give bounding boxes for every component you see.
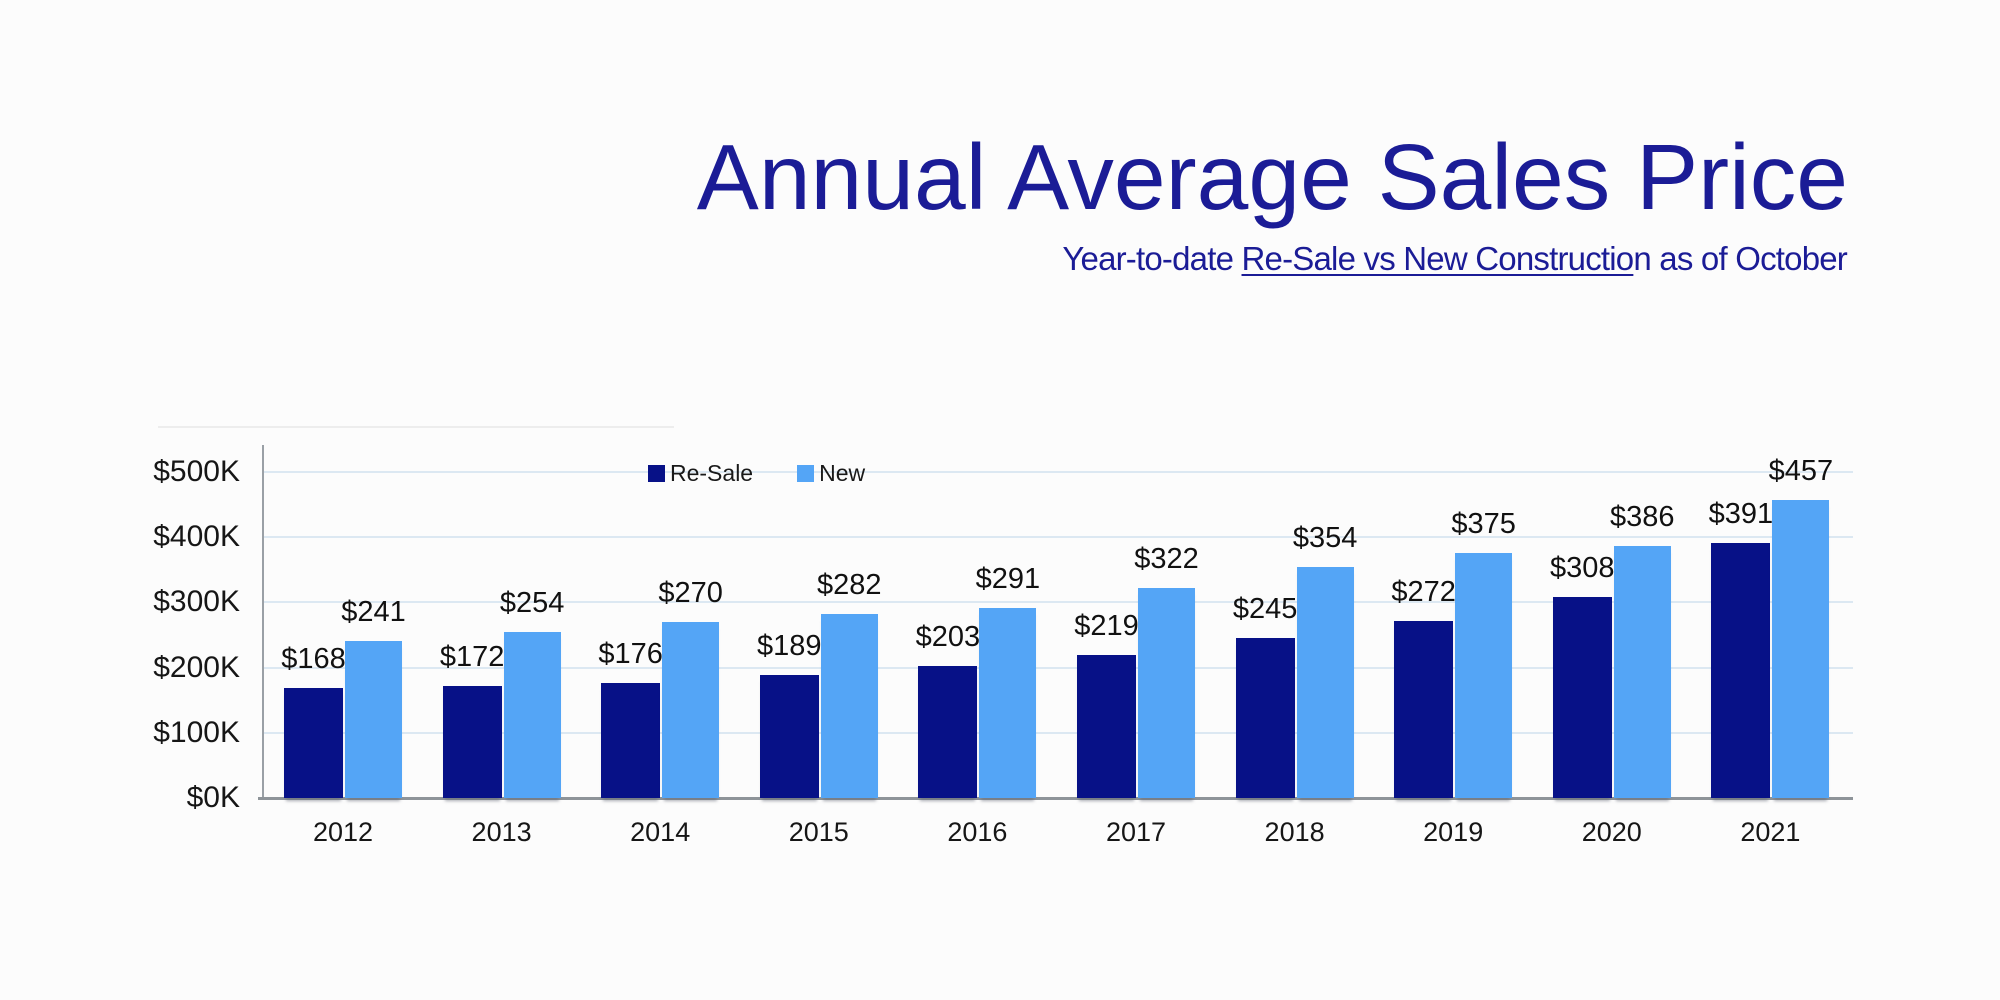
x-axis-tick-label: 2017: [1105, 817, 1167, 847]
bar-new-2012: [345, 641, 402, 798]
page-title: Annual Average Sales Price: [696, 125, 1848, 229]
gridline: [263, 666, 1853, 669]
bar-label-new-2016: $291: [975, 563, 1041, 595]
x-axis-tick-label: 2012: [312, 817, 374, 847]
bar-label-resale-2012: $168: [281, 643, 346, 675]
bar-resale-2015: [759, 675, 819, 798]
bar-label-new-2015: $282: [817, 569, 882, 601]
bar-label-new-2014: $270: [658, 577, 723, 609]
subtitle-link[interactable]: Re-Sale vs New Constructio: [1241, 240, 1635, 277]
bar-new-2014: [662, 622, 720, 798]
legend-item-re-sale: Re-Sale: [648, 461, 753, 485]
x-axis-line: [258, 797, 1853, 800]
bar-label-new-2020: $386: [1610, 501, 1675, 533]
x-axis-tick-label: 2020: [1581, 817, 1642, 847]
legend-label: New: [819, 460, 866, 486]
bar-label-new-2013: $254: [499, 587, 565, 619]
gridline: [263, 536, 1853, 539]
bar-label-resale-2021: $391: [1708, 498, 1774, 530]
x-axis-tick-label: 2016: [947, 817, 1008, 847]
bar-label-resale-2017: $219: [1074, 610, 1139, 642]
bar-label-new-2021: $457: [1768, 455, 1834, 487]
y-axis-tick-label: $400K: [153, 520, 240, 554]
bar-resale-2012: [284, 688, 343, 798]
gridline: [263, 471, 1853, 473]
bar-new-2020: [1613, 546, 1671, 798]
bar-new-2019: [1455, 553, 1513, 798]
bar-new-2016: [979, 608, 1037, 798]
subtitle-suffix: n as of October: [1633, 240, 1847, 277]
legend-label: Re-Sale: [670, 460, 754, 486]
x-axis-tick-label: 2014: [630, 817, 691, 847]
y-axis-tick-label: $0K: [186, 781, 240, 814]
bar-label-resale-2016: $203: [915, 621, 981, 653]
x-axis-tick-label: 2019: [1423, 817, 1484, 847]
bar-label-resale-2015: $189: [757, 630, 822, 662]
bar-resale-2020: [1552, 597, 1612, 798]
x-axis-tick-label: 2013: [471, 817, 532, 847]
bar-new-2021: [1772, 500, 1830, 798]
subtitle-prefix: Year-to-date: [1062, 240, 1242, 277]
bar-label-new-2017: $322: [1134, 543, 1199, 575]
bar-resale-2016: [918, 666, 978, 798]
legend-item-new: New: [797, 461, 865, 485]
legend-swatch-re-sale: [648, 464, 665, 482]
legend-swatch-new: [797, 464, 815, 482]
y-axis-tick-label: $200K: [153, 650, 240, 684]
bar-new-2013: [503, 632, 561, 798]
bar-resale-2021: [1711, 543, 1771, 798]
chart-legend: Re-Sale New: [648, 461, 865, 485]
x-axis-tick-label: 2015: [788, 817, 849, 847]
bar-label-resale-2019: $272: [1391, 576, 1456, 608]
bar-label-resale-2013: $172: [439, 641, 505, 673]
y-axis-tick-label: $500K: [153, 455, 240, 488]
y-axis-tick-label: $300K: [153, 585, 240, 619]
bar-new-2015: [820, 614, 878, 798]
gridline: [263, 731, 1853, 734]
bar-resale-2019: [1394, 621, 1454, 798]
bar-resale-2013: [442, 686, 502, 798]
x-axis-tick-label: 2018: [1264, 817, 1325, 847]
bar-resale-2017: [1077, 655, 1136, 798]
bar-new-2017: [1138, 588, 1195, 798]
bar-label-new-2018: $354: [1292, 522, 1358, 554]
bar-label-new-2012: $241: [341, 596, 406, 628]
chart-frame-edge: [158, 426, 674, 428]
y-axis-line: [262, 445, 264, 800]
bar-new-2018: [1296, 567, 1354, 798]
bar-label-resale-2020: $308: [1550, 552, 1615, 584]
chart-subtitle: Year-to-date Re-Sale vs New Construction…: [1062, 239, 1847, 279]
bar-resale-2014: [601, 683, 661, 798]
x-axis-tick-label: 2021: [1740, 817, 1801, 847]
bar-label-new-2019: $375: [1451, 508, 1516, 540]
bar-resale-2018: [1235, 638, 1295, 798]
gridline: [263, 601, 1853, 604]
bar-label-resale-2018: $245: [1232, 593, 1298, 625]
y-axis-tick-label: $100K: [153, 715, 240, 749]
bar-label-resale-2014: $176: [598, 638, 663, 670]
